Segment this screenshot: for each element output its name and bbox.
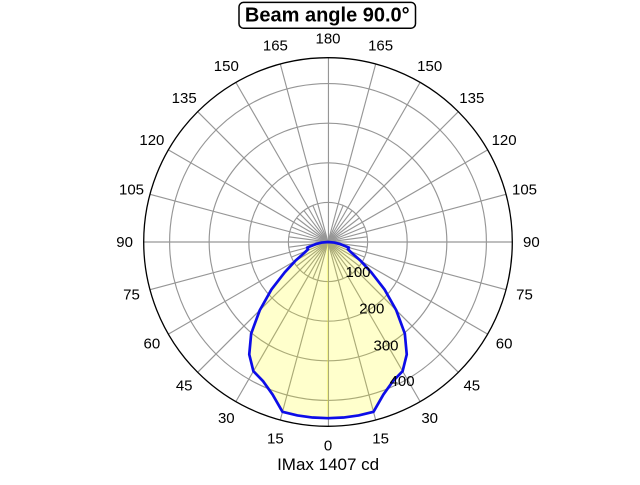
svg-text:15: 15 xyxy=(372,430,389,447)
svg-text:0: 0 xyxy=(324,437,332,454)
svg-text:150: 150 xyxy=(417,58,442,75)
svg-text:165: 165 xyxy=(263,37,288,54)
svg-text:135: 135 xyxy=(172,90,197,107)
svg-text:300: 300 xyxy=(374,337,399,354)
svg-text:Beam angle 90.0°: Beam angle 90.0° xyxy=(245,4,410,26)
svg-text:120: 120 xyxy=(492,132,517,149)
svg-text:90: 90 xyxy=(116,234,133,251)
svg-text:150: 150 xyxy=(214,58,239,75)
svg-text:75: 75 xyxy=(516,287,533,304)
svg-text:30: 30 xyxy=(421,410,438,427)
svg-text:45: 45 xyxy=(176,378,193,395)
svg-text:400: 400 xyxy=(390,373,415,390)
svg-text:15: 15 xyxy=(267,430,284,447)
svg-text:75: 75 xyxy=(123,287,140,304)
svg-text:45: 45 xyxy=(463,378,480,395)
svg-text:180: 180 xyxy=(315,31,340,48)
svg-text:60: 60 xyxy=(496,336,513,353)
svg-text:90: 90 xyxy=(523,234,540,251)
svg-text:165: 165 xyxy=(368,37,393,54)
svg-text:IMax 1407 cd: IMax 1407 cd xyxy=(277,455,379,474)
svg-text:105: 105 xyxy=(119,181,144,198)
svg-text:30: 30 xyxy=(218,410,235,427)
svg-text:200: 200 xyxy=(359,300,384,317)
svg-text:100: 100 xyxy=(346,264,371,281)
svg-text:120: 120 xyxy=(139,132,164,149)
svg-text:135: 135 xyxy=(459,90,484,107)
svg-text:60: 60 xyxy=(144,336,161,353)
svg-text:105: 105 xyxy=(512,181,537,198)
